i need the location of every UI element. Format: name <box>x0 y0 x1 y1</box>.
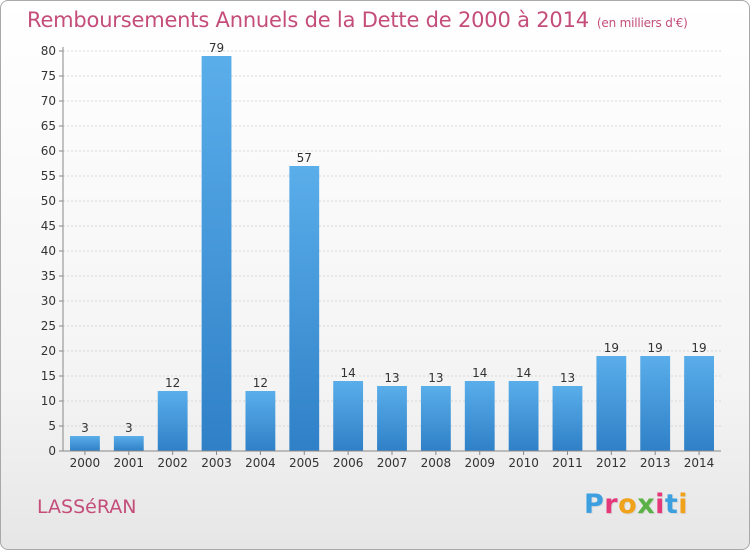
logo-letter: i <box>678 489 689 520</box>
x-tick-label-2012: 2012 <box>596 456 627 470</box>
bar-2012 <box>596 356 627 451</box>
bar-2011 <box>552 386 583 451</box>
bar-2003 <box>201 56 232 451</box>
y-tick-label: 35 <box>41 269 56 283</box>
data-label-2000: 3 <box>81 421 89 435</box>
bar-2000 <box>70 436 100 451</box>
y-tick-label: 25 <box>41 319 56 333</box>
y-tick-label: 75 <box>41 69 56 83</box>
data-label-2006: 14 <box>340 366 355 380</box>
bar-2001 <box>113 436 144 451</box>
bar-2014 <box>684 356 714 451</box>
y-tick-label: 5 <box>48 419 56 433</box>
bar-2002 <box>157 391 188 451</box>
logo-letter: i <box>655 489 665 520</box>
bar-2013 <box>640 356 671 451</box>
x-tick-label-2004: 2004 <box>245 456 276 470</box>
y-tick-label: 30 <box>41 294 56 308</box>
x-tick-label-2006: 2006 <box>333 456 364 470</box>
data-label-2002: 12 <box>165 376 180 390</box>
x-tick-label-2014: 2014 <box>684 456 715 470</box>
y-tick-label: 80 <box>41 44 56 58</box>
data-label-2009: 14 <box>472 366 487 380</box>
y-tick-label: 10 <box>41 394 56 408</box>
y-tick-label: 50 <box>41 194 56 208</box>
chart-unit: (en milliers d'€) <box>596 16 688 30</box>
data-label-2007: 13 <box>384 371 399 385</box>
data-label-2001: 3 <box>125 421 133 435</box>
x-tick-label-2011: 2011 <box>552 456 583 470</box>
x-tick-label-2009: 2009 <box>464 456 495 470</box>
x-tick-label-2000: 2000 <box>70 456 101 470</box>
y-tick-label: 15 <box>41 369 56 383</box>
logo-letter: t <box>664 489 679 520</box>
bar-2006 <box>333 381 364 451</box>
chart-title-text: Remboursements Annuels de la Dette de 20… <box>27 8 589 32</box>
data-label-2003: 79 <box>209 41 224 55</box>
x-tick-label-2005: 2005 <box>289 456 320 470</box>
bar-2005 <box>289 166 320 451</box>
data-label-2011: 13 <box>560 371 575 385</box>
logo-letter: r <box>604 489 619 520</box>
chart-title: Remboursements Annuels de la Dette de 20… <box>27 8 688 32</box>
bar-2010 <box>508 381 539 451</box>
logo-letter: o <box>618 489 638 520</box>
x-tick-label-2013: 2013 <box>640 456 671 470</box>
y-tick-label: 60 <box>41 144 56 158</box>
bar-2007 <box>377 386 407 451</box>
proxiti-logo[interactable]: Proxiti <box>584 489 688 520</box>
x-tick-label-2003: 2003 <box>201 456 232 470</box>
data-label-2010: 14 <box>516 366 531 380</box>
y-tick-label: 0 <box>48 444 56 458</box>
data-label-2014: 19 <box>691 341 706 355</box>
data-label-2013: 19 <box>648 341 663 355</box>
x-tick-label-2010: 2010 <box>508 456 539 470</box>
data-label-2008: 13 <box>428 371 443 385</box>
logo-letter: P <box>584 489 605 520</box>
y-tick-label: 45 <box>41 219 56 233</box>
x-tick-label-2001: 2001 <box>114 456 145 470</box>
bar-2009 <box>464 381 495 451</box>
town-name: LASSéRAN <box>37 496 137 518</box>
y-tick-label: 65 <box>41 119 56 133</box>
x-tick-label-2008: 2008 <box>421 456 452 470</box>
x-tick-label-2002: 2002 <box>157 456 188 470</box>
bar-2004 <box>245 391 276 451</box>
data-label-2012: 19 <box>604 341 619 355</box>
logo-letter: x <box>637 489 656 520</box>
data-label-2004: 12 <box>253 376 268 390</box>
x-tick-label-2007: 2007 <box>377 456 408 470</box>
y-tick-label: 20 <box>41 344 56 358</box>
bar-2008 <box>420 386 451 451</box>
data-label-2005: 57 <box>297 151 312 165</box>
y-tick-label: 40 <box>41 244 56 258</box>
y-tick-label: 55 <box>41 169 56 183</box>
y-tick-label: 70 <box>41 94 56 108</box>
